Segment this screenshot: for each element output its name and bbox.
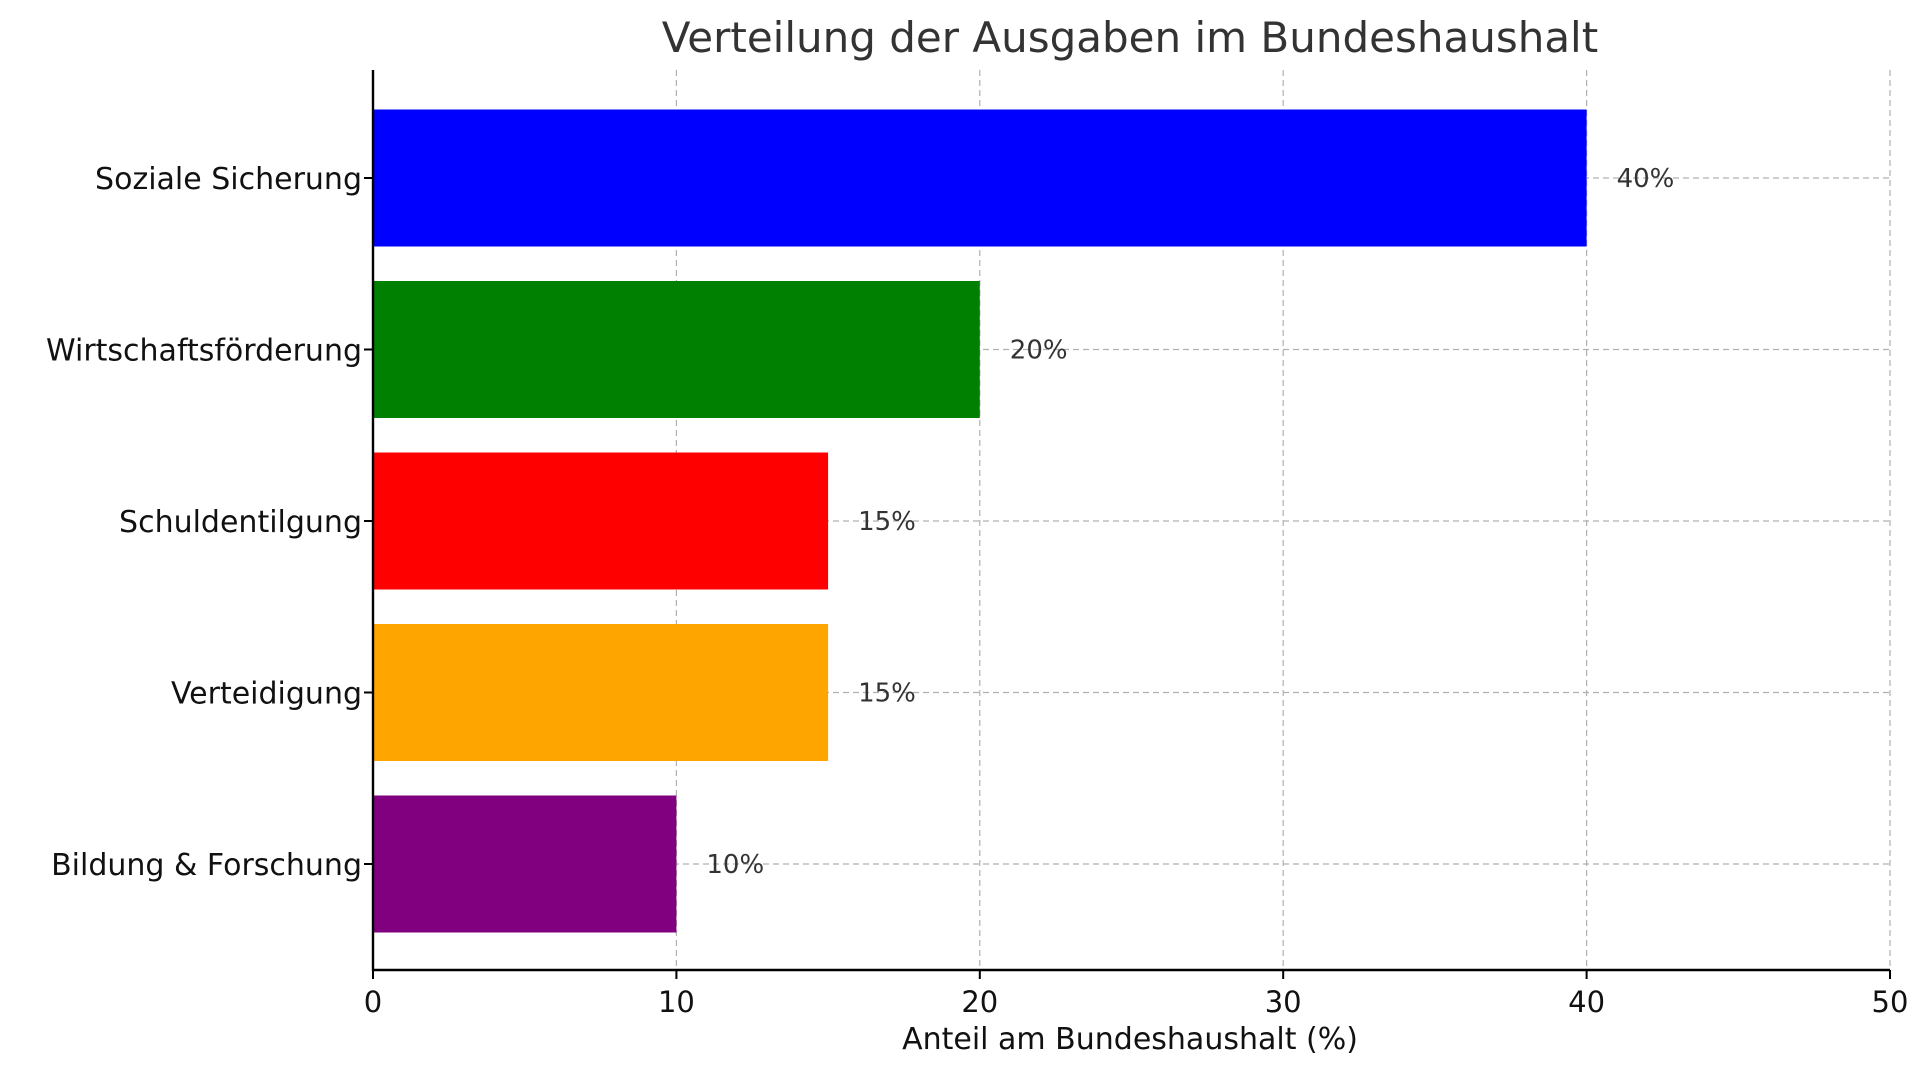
category-label: Soziale Sicherung — [95, 162, 362, 197]
x-tick-label: 10 — [658, 985, 695, 1019]
chart-title: Verteilung der Ausgaben im Bundeshaushal… — [662, 13, 1598, 62]
category-label: Schuldentilgung — [119, 505, 362, 540]
data-label: 40% — [1617, 164, 1675, 194]
bars — [373, 109, 1587, 933]
data-label: 15% — [858, 679, 916, 709]
category-label: Bildung & Forschung — [51, 848, 362, 883]
bar — [373, 624, 829, 761]
x-tick-label: 40 — [1568, 985, 1605, 1019]
x-tick-label: 30 — [1265, 985, 1302, 1019]
data-label: 20% — [1010, 336, 1068, 366]
axes: Soziale Sicherung Wirtschaftsförderung Sch… — [46, 70, 1908, 1019]
bar — [373, 281, 980, 418]
x-axis-label: Anteil am Bundeshaushalt (%) — [902, 1022, 1358, 1057]
x-tick-label: 0 — [364, 985, 382, 1019]
category-label: Verteidigung — [171, 677, 362, 712]
bar — [373, 109, 1587, 247]
x-tick-label: 20 — [961, 985, 998, 1019]
bar — [373, 452, 829, 590]
data-labels: 40% 20% 15% 15% 10% — [706, 164, 1674, 880]
data-label: 15% — [858, 507, 916, 537]
bar — [373, 795, 677, 933]
category-label: Wirtschaftsförderung — [46, 334, 362, 369]
data-label: 10% — [706, 850, 764, 880]
x-tick-label: 50 — [1872, 985, 1909, 1019]
